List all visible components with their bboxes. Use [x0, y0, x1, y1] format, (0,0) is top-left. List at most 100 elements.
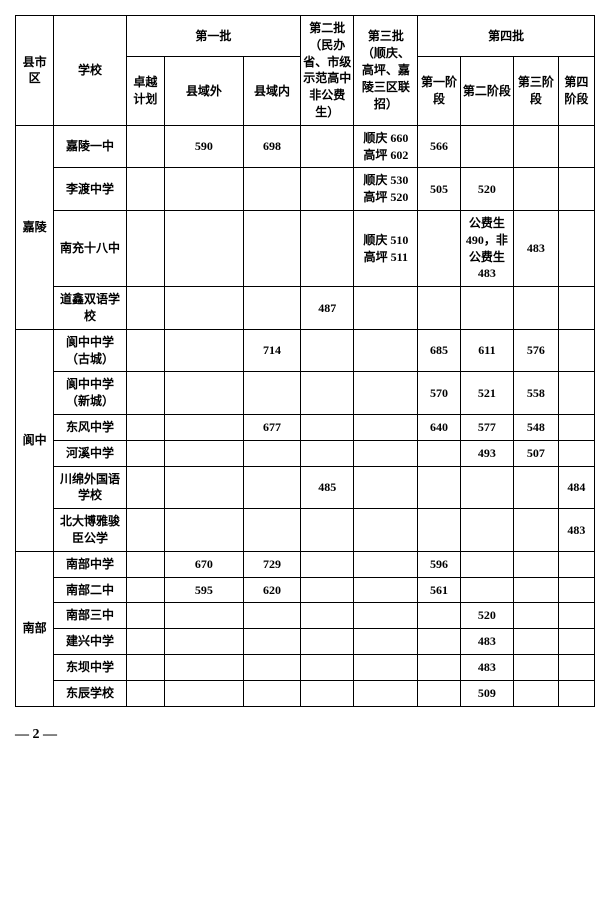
p1-cell	[418, 654, 461, 680]
p3-cell	[514, 680, 559, 706]
xyw-cell	[164, 168, 243, 211]
b3-cell	[354, 629, 418, 655]
xyw-cell	[164, 509, 243, 552]
table-row: 建兴中学 483	[16, 629, 595, 655]
header-batch4-p4: 第四阶段	[558, 57, 594, 125]
p3-cell: 483	[514, 210, 559, 286]
b3-cell	[354, 440, 418, 466]
xyw-cell	[164, 440, 243, 466]
school-cell: 南部二中	[54, 577, 126, 603]
xyw-cell: 590	[164, 125, 243, 168]
xyn-cell	[243, 603, 300, 629]
b2-cell	[301, 168, 354, 211]
school-cell: 嘉陵一中	[54, 125, 126, 168]
school-cell: 阆中中学（古城）	[54, 329, 126, 372]
p3-cell	[514, 168, 559, 211]
xyw-cell	[164, 680, 243, 706]
p3-cell	[514, 509, 559, 552]
p1-cell	[418, 466, 461, 509]
p2-cell	[460, 287, 513, 330]
header-batch3: 第三批（顺庆、高坪、嘉陵三区联招）	[354, 16, 418, 126]
p4-cell	[558, 168, 594, 211]
school-cell: 北大博雅骏臣公学	[54, 509, 126, 552]
header-batch1-zy: 卓越计划	[126, 57, 164, 125]
p4-cell	[558, 125, 594, 168]
p1-cell	[418, 440, 461, 466]
p1-cell	[418, 210, 461, 286]
b3-cell	[354, 329, 418, 372]
b2-cell	[301, 551, 354, 577]
p1-cell: 570	[418, 372, 461, 415]
table-body: 嘉陵嘉陵一中590698顺庆 660高坪 602566李渡中学顺庆 530高坪 …	[16, 125, 595, 706]
header-batch2: 第二批（民办省、市级示范高中非公费生）	[301, 16, 354, 126]
b2-cell	[301, 414, 354, 440]
p4-cell	[558, 329, 594, 372]
p4-cell	[558, 440, 594, 466]
b2-cell	[301, 372, 354, 415]
b2-cell	[301, 440, 354, 466]
b3-cell	[354, 414, 418, 440]
district-cell: 阆中	[16, 329, 54, 551]
table-row: 川绵外国语学校 485 484	[16, 466, 595, 509]
b2-cell: 485	[301, 466, 354, 509]
xyn-cell	[243, 629, 300, 655]
p1-cell	[418, 629, 461, 655]
p4-cell	[558, 210, 594, 286]
school-cell: 东坝中学	[54, 654, 126, 680]
b3-cell	[354, 372, 418, 415]
header-school: 学校	[54, 16, 126, 126]
score-table: 县市区 学校 第一批 第二批（民办省、市级示范高中非公费生） 第三批（顺庆、高坪…	[15, 15, 595, 707]
table-row: 阆中阆中中学（古城）714685611576	[16, 329, 595, 372]
xyn-cell	[243, 168, 300, 211]
p4-cell	[558, 551, 594, 577]
p2-cell: 483	[460, 629, 513, 655]
table-row: 南充十八中顺庆 510高坪 511公费生 490，非公费生 483483	[16, 210, 595, 286]
table-row: 嘉陵嘉陵一中590698顺庆 660高坪 602566	[16, 125, 595, 168]
p4-cell: 484	[558, 466, 594, 509]
school-cell: 川绵外国语学校	[54, 466, 126, 509]
school-cell: 建兴中学	[54, 629, 126, 655]
page-number: — 2 —	[15, 727, 595, 743]
xyw-cell	[164, 372, 243, 415]
xyn-cell	[243, 680, 300, 706]
p3-cell: 576	[514, 329, 559, 372]
p3-cell	[514, 654, 559, 680]
p4-cell	[558, 603, 594, 629]
xyw-cell	[164, 629, 243, 655]
table-row: 李渡中学顺庆 530高坪 520505520	[16, 168, 595, 211]
b3-cell: 顺庆 660高坪 602	[354, 125, 418, 168]
school-cell: 南部中学	[54, 551, 126, 577]
b2-cell	[301, 603, 354, 629]
p2-cell	[460, 125, 513, 168]
zy-cell	[126, 629, 164, 655]
xyn-cell: 714	[243, 329, 300, 372]
p1-cell: 596	[418, 551, 461, 577]
p3-cell	[514, 125, 559, 168]
header-batch1: 第一批	[126, 16, 301, 57]
zy-cell	[126, 125, 164, 168]
b3-cell	[354, 654, 418, 680]
zy-cell	[126, 603, 164, 629]
xyn-cell	[243, 466, 300, 509]
xyn-cell	[243, 440, 300, 466]
p3-cell: 507	[514, 440, 559, 466]
b2-cell	[301, 329, 354, 372]
zy-cell	[126, 287, 164, 330]
zy-cell	[126, 414, 164, 440]
p2-cell: 520	[460, 168, 513, 211]
p4-cell	[558, 629, 594, 655]
zy-cell	[126, 329, 164, 372]
zy-cell	[126, 466, 164, 509]
b3-cell	[354, 466, 418, 509]
school-cell: 河溪中学	[54, 440, 126, 466]
table-row: 道鑫双语学校487	[16, 287, 595, 330]
table-row: 东风中学677640577548	[16, 414, 595, 440]
p1-cell: 505	[418, 168, 461, 211]
p2-cell: 520	[460, 603, 513, 629]
p4-cell	[558, 654, 594, 680]
p1-cell: 685	[418, 329, 461, 372]
p2-cell	[460, 509, 513, 552]
xyw-cell: 670	[164, 551, 243, 577]
table-row: 南部三中520	[16, 603, 595, 629]
b2-cell	[301, 210, 354, 286]
